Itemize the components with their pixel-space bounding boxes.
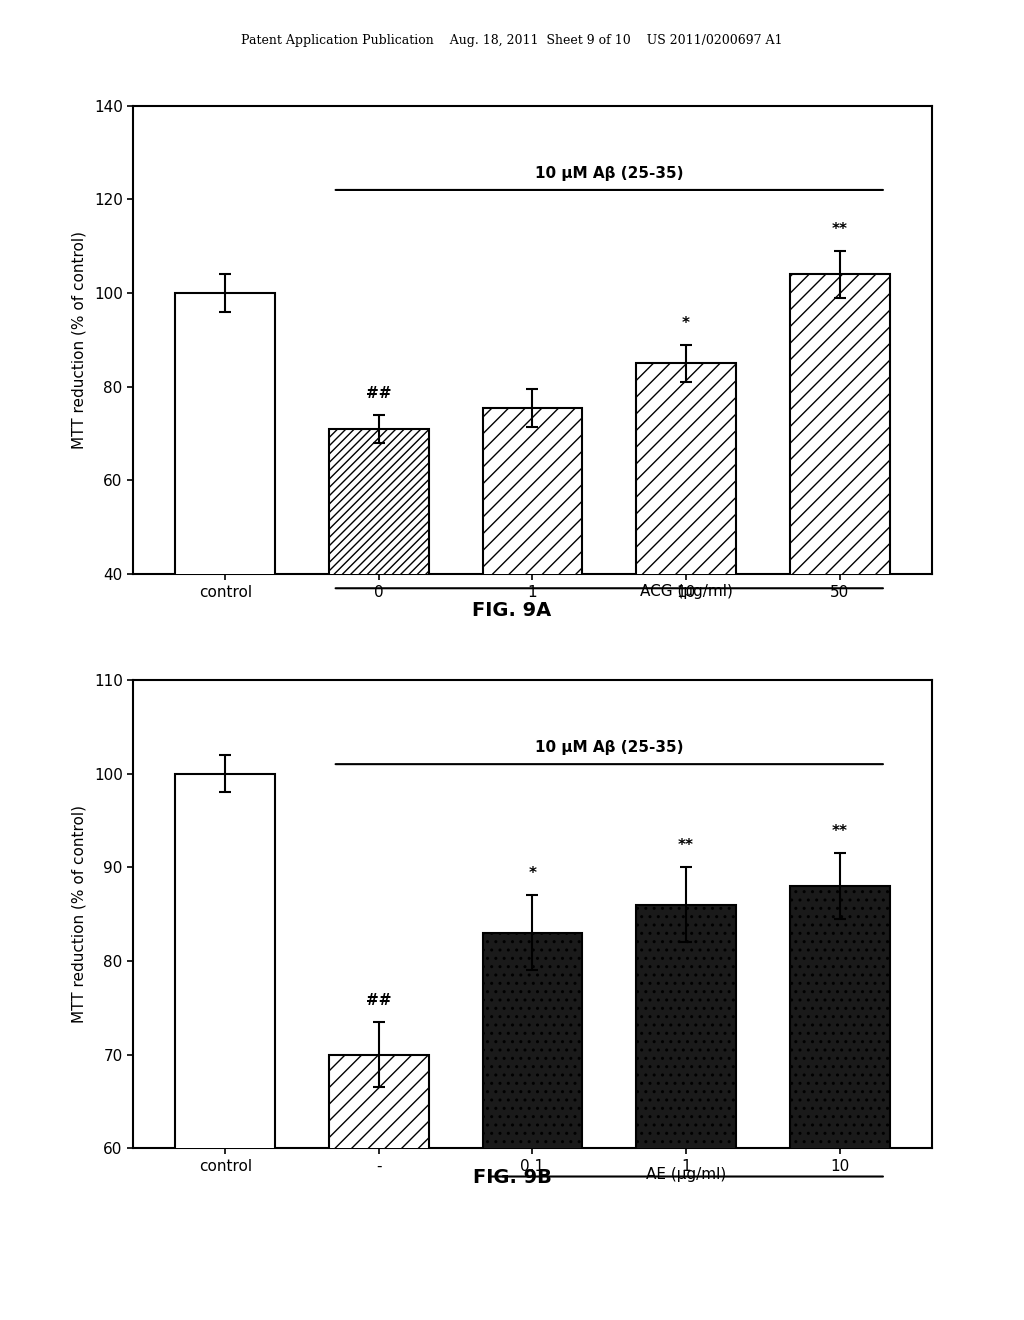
Text: *: *	[682, 315, 690, 330]
Text: **: **	[831, 824, 848, 840]
Bar	[636, 363, 736, 762]
Text: ##: ##	[367, 993, 391, 1008]
Text: AE (μg/ml): AE (μg/ml)	[646, 1167, 726, 1183]
Bar	[175, 774, 275, 1320]
Text: FIG. 9B: FIG. 9B	[472, 1168, 552, 1187]
Bar	[329, 429, 429, 762]
Y-axis label: MTT reduction (% of control): MTT reduction (% of control)	[72, 231, 87, 449]
Text: 10 μM Aβ (25-35): 10 μM Aβ (25-35)	[535, 739, 684, 755]
Bar	[482, 933, 583, 1320]
Bar	[790, 886, 890, 1320]
Text: **: **	[678, 838, 694, 853]
Bar	[175, 293, 275, 762]
Text: 10 μM Aβ (25-35): 10 μM Aβ (25-35)	[535, 165, 684, 181]
Text: *: *	[528, 866, 537, 882]
Text: Patent Application Publication    Aug. 18, 2011  Sheet 9 of 10    US 2011/020069: Patent Application Publication Aug. 18, …	[242, 34, 782, 48]
Bar	[329, 1055, 429, 1320]
Text: FIG. 9A: FIG. 9A	[472, 601, 552, 619]
Text: ACG (μg/ml): ACG (μg/ml)	[640, 583, 732, 598]
Y-axis label: MTT reduction (% of control): MTT reduction (% of control)	[72, 805, 87, 1023]
Text: ##: ##	[367, 385, 391, 401]
Bar	[636, 904, 736, 1320]
Text: **: **	[831, 222, 848, 236]
Bar	[482, 408, 583, 762]
Bar	[790, 275, 890, 762]
